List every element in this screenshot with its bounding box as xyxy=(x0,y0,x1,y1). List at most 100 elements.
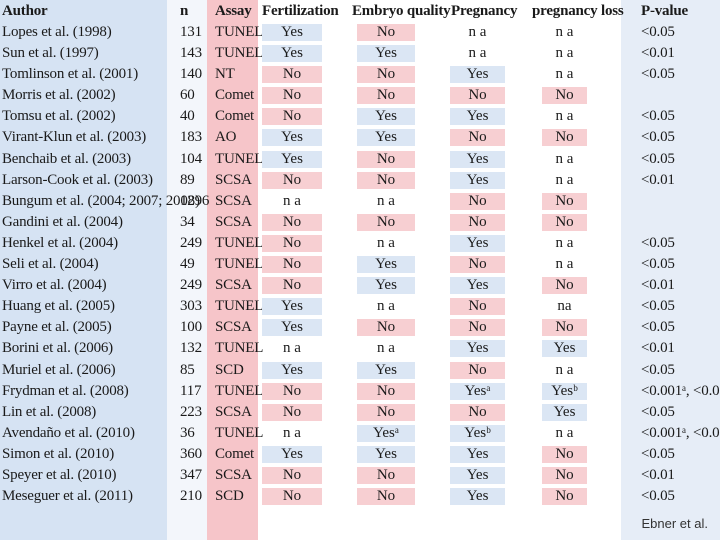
n-cell: 89 xyxy=(180,171,195,188)
fertilization-cell: No xyxy=(262,277,322,295)
n-cell: 100 xyxy=(180,319,202,336)
n-cell: 210 xyxy=(180,488,202,505)
embryo-quality-cell: n a xyxy=(377,340,395,357)
assay-cell: Comet xyxy=(215,108,254,125)
fertilization-cell: No xyxy=(262,213,322,231)
p-value-cell: <0.001ᵃ, <0.05ᵇ xyxy=(641,424,720,441)
pregnancy-loss-cell: n a xyxy=(555,150,574,167)
n-cell: 143 xyxy=(180,45,202,62)
embryo-quality-cell: Yes xyxy=(357,129,415,147)
pregnancy-loss-cell: Yes xyxy=(542,340,587,358)
pregnancy-cell: Yes xyxy=(450,340,505,358)
assay-cell: SCD xyxy=(215,488,244,505)
pregnancy-cell: No xyxy=(450,213,505,231)
table-row: Huang et al. (2005) 303 TUNEL Yes n a No na <0.… xyxy=(0,296,720,317)
assay-cell: TUNEL xyxy=(215,150,264,167)
p-value-cell: <0.05 xyxy=(641,256,675,273)
header-embryo-quality: Embryo quality xyxy=(352,3,451,19)
fertilization-cell: No xyxy=(262,403,322,421)
p-value-cell: <0.05 xyxy=(641,445,675,462)
assay-column-bg xyxy=(207,0,258,540)
table-row: Speyer et al. (2010) 347 SCSA No No Yes No <0.0… xyxy=(0,465,720,486)
n-cell: 104 xyxy=(180,150,202,167)
fertilization-cell: n a xyxy=(283,424,301,441)
table-row: Tomlinson et al. (2001) 140 NT No No Yes n a <0… xyxy=(0,64,720,85)
p-value-cell: <0.05 xyxy=(641,66,675,83)
author-cell: Muriel et al. (2006) xyxy=(2,361,116,378)
n-cell: 131 xyxy=(180,24,202,40)
pregnancy-loss-cell: n a xyxy=(555,424,574,441)
pregnancy-cell: n a xyxy=(468,45,487,62)
table-body: Lopes et al. (1998) 131 TUNEL Yes No n a n a <0… xyxy=(0,22,720,507)
table-row: Lin et al. (2008) 223 SCSA No No No Yes <0.05 xyxy=(0,402,720,423)
embryo-quality-cell: n a xyxy=(377,298,395,315)
pregnancy-cell: Yesᵇ xyxy=(450,424,505,442)
assay-cell: TUNEL xyxy=(215,340,264,357)
fertilization-cell: Yes xyxy=(262,129,322,147)
table-row: Morris et al. (2002) 60 Comet No No No No xyxy=(0,85,720,106)
fertilization-cell: Yes xyxy=(262,445,322,463)
author-cell: Seli et al. (2004) xyxy=(2,256,99,273)
pregnancy-cell: No xyxy=(450,87,505,105)
header-fertilization: Fertilization xyxy=(262,3,339,19)
fertilization-cell: No xyxy=(262,234,322,252)
pregnancy-loss-cell: No xyxy=(542,319,587,337)
table-row: Larson-Cook et al. (2003) 89 SCSA No No Yes n … xyxy=(0,170,720,191)
fertilization-cell: Yes xyxy=(262,361,322,379)
p-value-cell: <0.05 xyxy=(641,150,675,167)
table-row: Meseguer et al. (2011) 210 SCD No No Yes No <0.… xyxy=(0,486,720,507)
pregnancy-loss-cell: n a xyxy=(555,256,574,273)
embryo-quality-cell: No xyxy=(357,24,415,41)
author-cell: Speyer et al. (2010) xyxy=(2,466,117,483)
n-cell: 183 xyxy=(180,129,202,146)
embryo-quality-cell: No xyxy=(357,171,415,189)
pregnancy-cell: Yes xyxy=(450,108,505,126)
author-cell: Lopes et al. (1998) xyxy=(2,24,112,40)
p-value-cell: <0.05 xyxy=(641,108,675,125)
embryo-quality-cell: No xyxy=(357,150,415,168)
author-cell: Henkel et al. (2004) xyxy=(2,234,118,251)
fertilization-cell: n a xyxy=(283,192,301,209)
pregnancy-cell: No xyxy=(450,361,505,379)
author-cell: Larson-Cook et al. (2003) xyxy=(2,171,153,188)
pregnancy-loss-cell: No xyxy=(542,87,587,105)
assay-cell: SCD xyxy=(215,361,244,378)
author-cell: Huang et al. (2005) xyxy=(2,298,115,315)
fertilization-cell: No xyxy=(262,108,322,126)
table-row: Borini et al. (2006) 132 TUNEL n a n a Yes Yes… xyxy=(0,338,720,359)
n-cell: 132 xyxy=(180,340,202,357)
fertilization-cell: No xyxy=(262,382,322,400)
pregnancy-cell: Yes xyxy=(450,445,505,463)
assay-cell: TUNEL xyxy=(215,298,264,315)
p-value-cell: <0.05 xyxy=(641,319,675,336)
embryo-quality-cell: n a xyxy=(377,234,395,251)
pregnancy-loss-cell: No xyxy=(542,445,587,463)
table-row: Virant-Klun et al. (2003) 183 AO Yes Yes No No… xyxy=(0,127,720,148)
n-column-bg xyxy=(167,0,207,540)
pregnancy-cell: No xyxy=(450,403,505,421)
fertilization-cell: No xyxy=(262,488,322,506)
embryo-quality-cell: No xyxy=(357,382,415,400)
pregnancy-loss-cell: n a xyxy=(555,361,574,378)
pregnancy-loss-cell: na xyxy=(557,298,572,315)
n-cell: 40 xyxy=(180,108,195,125)
assay-cell: SCSA xyxy=(215,213,252,230)
pregnancy-loss-cell: n a xyxy=(555,24,574,40)
assay-cell: AO xyxy=(215,129,237,146)
pregnancy-loss-cell: n a xyxy=(555,66,574,83)
pregnancy-loss-cell: n a xyxy=(555,234,574,251)
embryo-quality-cell: Yes xyxy=(357,45,415,63)
author-column-bg xyxy=(0,0,167,540)
table-header: Author n Assay Fertilization Embryo qual… xyxy=(0,3,720,23)
p-value-cell: <0.001ᵃ, <0.01ᵇ xyxy=(641,382,720,399)
pregnancy-cell: No xyxy=(450,256,505,274)
header-assay: Assay xyxy=(215,3,252,19)
fertilization-cell: Yes xyxy=(262,319,322,337)
fertilization-cell: n a xyxy=(283,340,301,357)
assay-cell: TUNEL xyxy=(215,382,264,399)
embryo-quality-cell: No xyxy=(357,87,415,105)
fertilization-cell: No xyxy=(262,66,322,84)
author-cell: Gandini et al. (2004) xyxy=(2,213,123,230)
pvalue-column-bg xyxy=(621,0,720,540)
